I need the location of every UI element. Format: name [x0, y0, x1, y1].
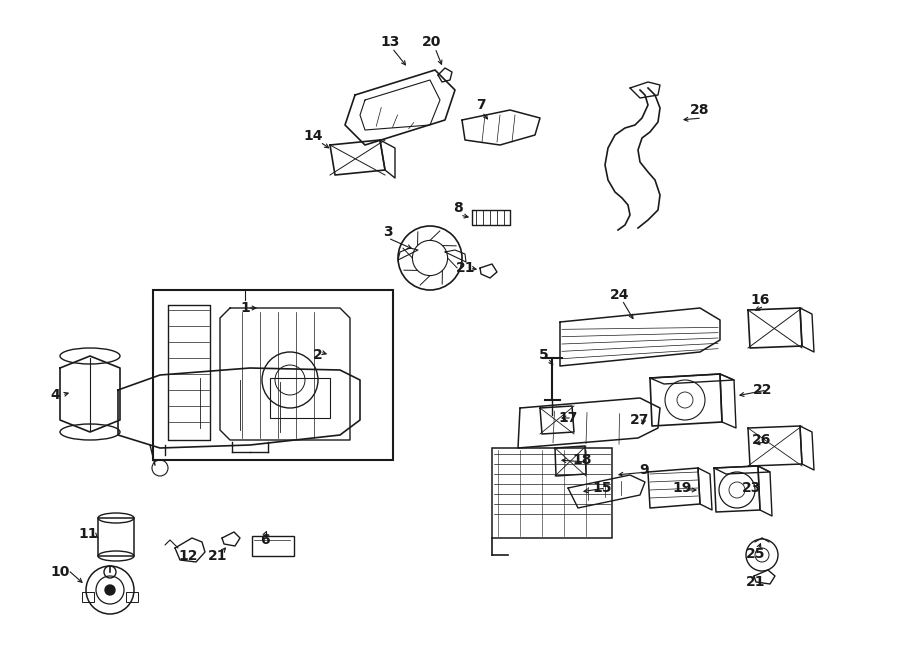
Text: 21: 21 — [208, 549, 228, 563]
Text: 8: 8 — [453, 201, 463, 215]
Text: 21: 21 — [746, 575, 766, 589]
Text: 17: 17 — [558, 411, 578, 425]
Text: 10: 10 — [50, 565, 69, 579]
Bar — [126, 592, 138, 602]
Text: 2: 2 — [313, 348, 323, 362]
Text: 25: 25 — [746, 547, 766, 561]
Bar — [270, 378, 330, 418]
Text: 19: 19 — [672, 481, 692, 495]
Text: 28: 28 — [690, 103, 710, 117]
Text: 4: 4 — [50, 388, 60, 402]
Text: 23: 23 — [742, 481, 761, 495]
Text: 7: 7 — [476, 98, 486, 112]
Text: 16: 16 — [751, 293, 770, 307]
Text: 20: 20 — [422, 35, 442, 49]
Text: 3: 3 — [383, 225, 392, 239]
Text: 12: 12 — [178, 549, 198, 563]
Text: 11: 11 — [78, 527, 98, 541]
Text: 1: 1 — [240, 301, 250, 315]
Text: 13: 13 — [381, 35, 400, 49]
Text: 22: 22 — [753, 383, 773, 397]
Bar — [98, 518, 134, 556]
Bar — [252, 536, 294, 556]
Text: 5: 5 — [539, 348, 549, 362]
Text: 27: 27 — [630, 413, 650, 427]
Text: 26: 26 — [752, 433, 771, 447]
Text: 24: 24 — [610, 288, 630, 302]
Bar — [153, 290, 393, 460]
Text: 14: 14 — [303, 129, 323, 143]
Circle shape — [105, 585, 115, 595]
Bar — [82, 592, 94, 602]
Text: 9: 9 — [639, 463, 649, 477]
Bar — [492, 448, 612, 538]
Text: 18: 18 — [572, 453, 592, 467]
Text: 15: 15 — [592, 481, 612, 495]
Text: 21: 21 — [456, 261, 476, 275]
Text: 6: 6 — [260, 533, 270, 547]
